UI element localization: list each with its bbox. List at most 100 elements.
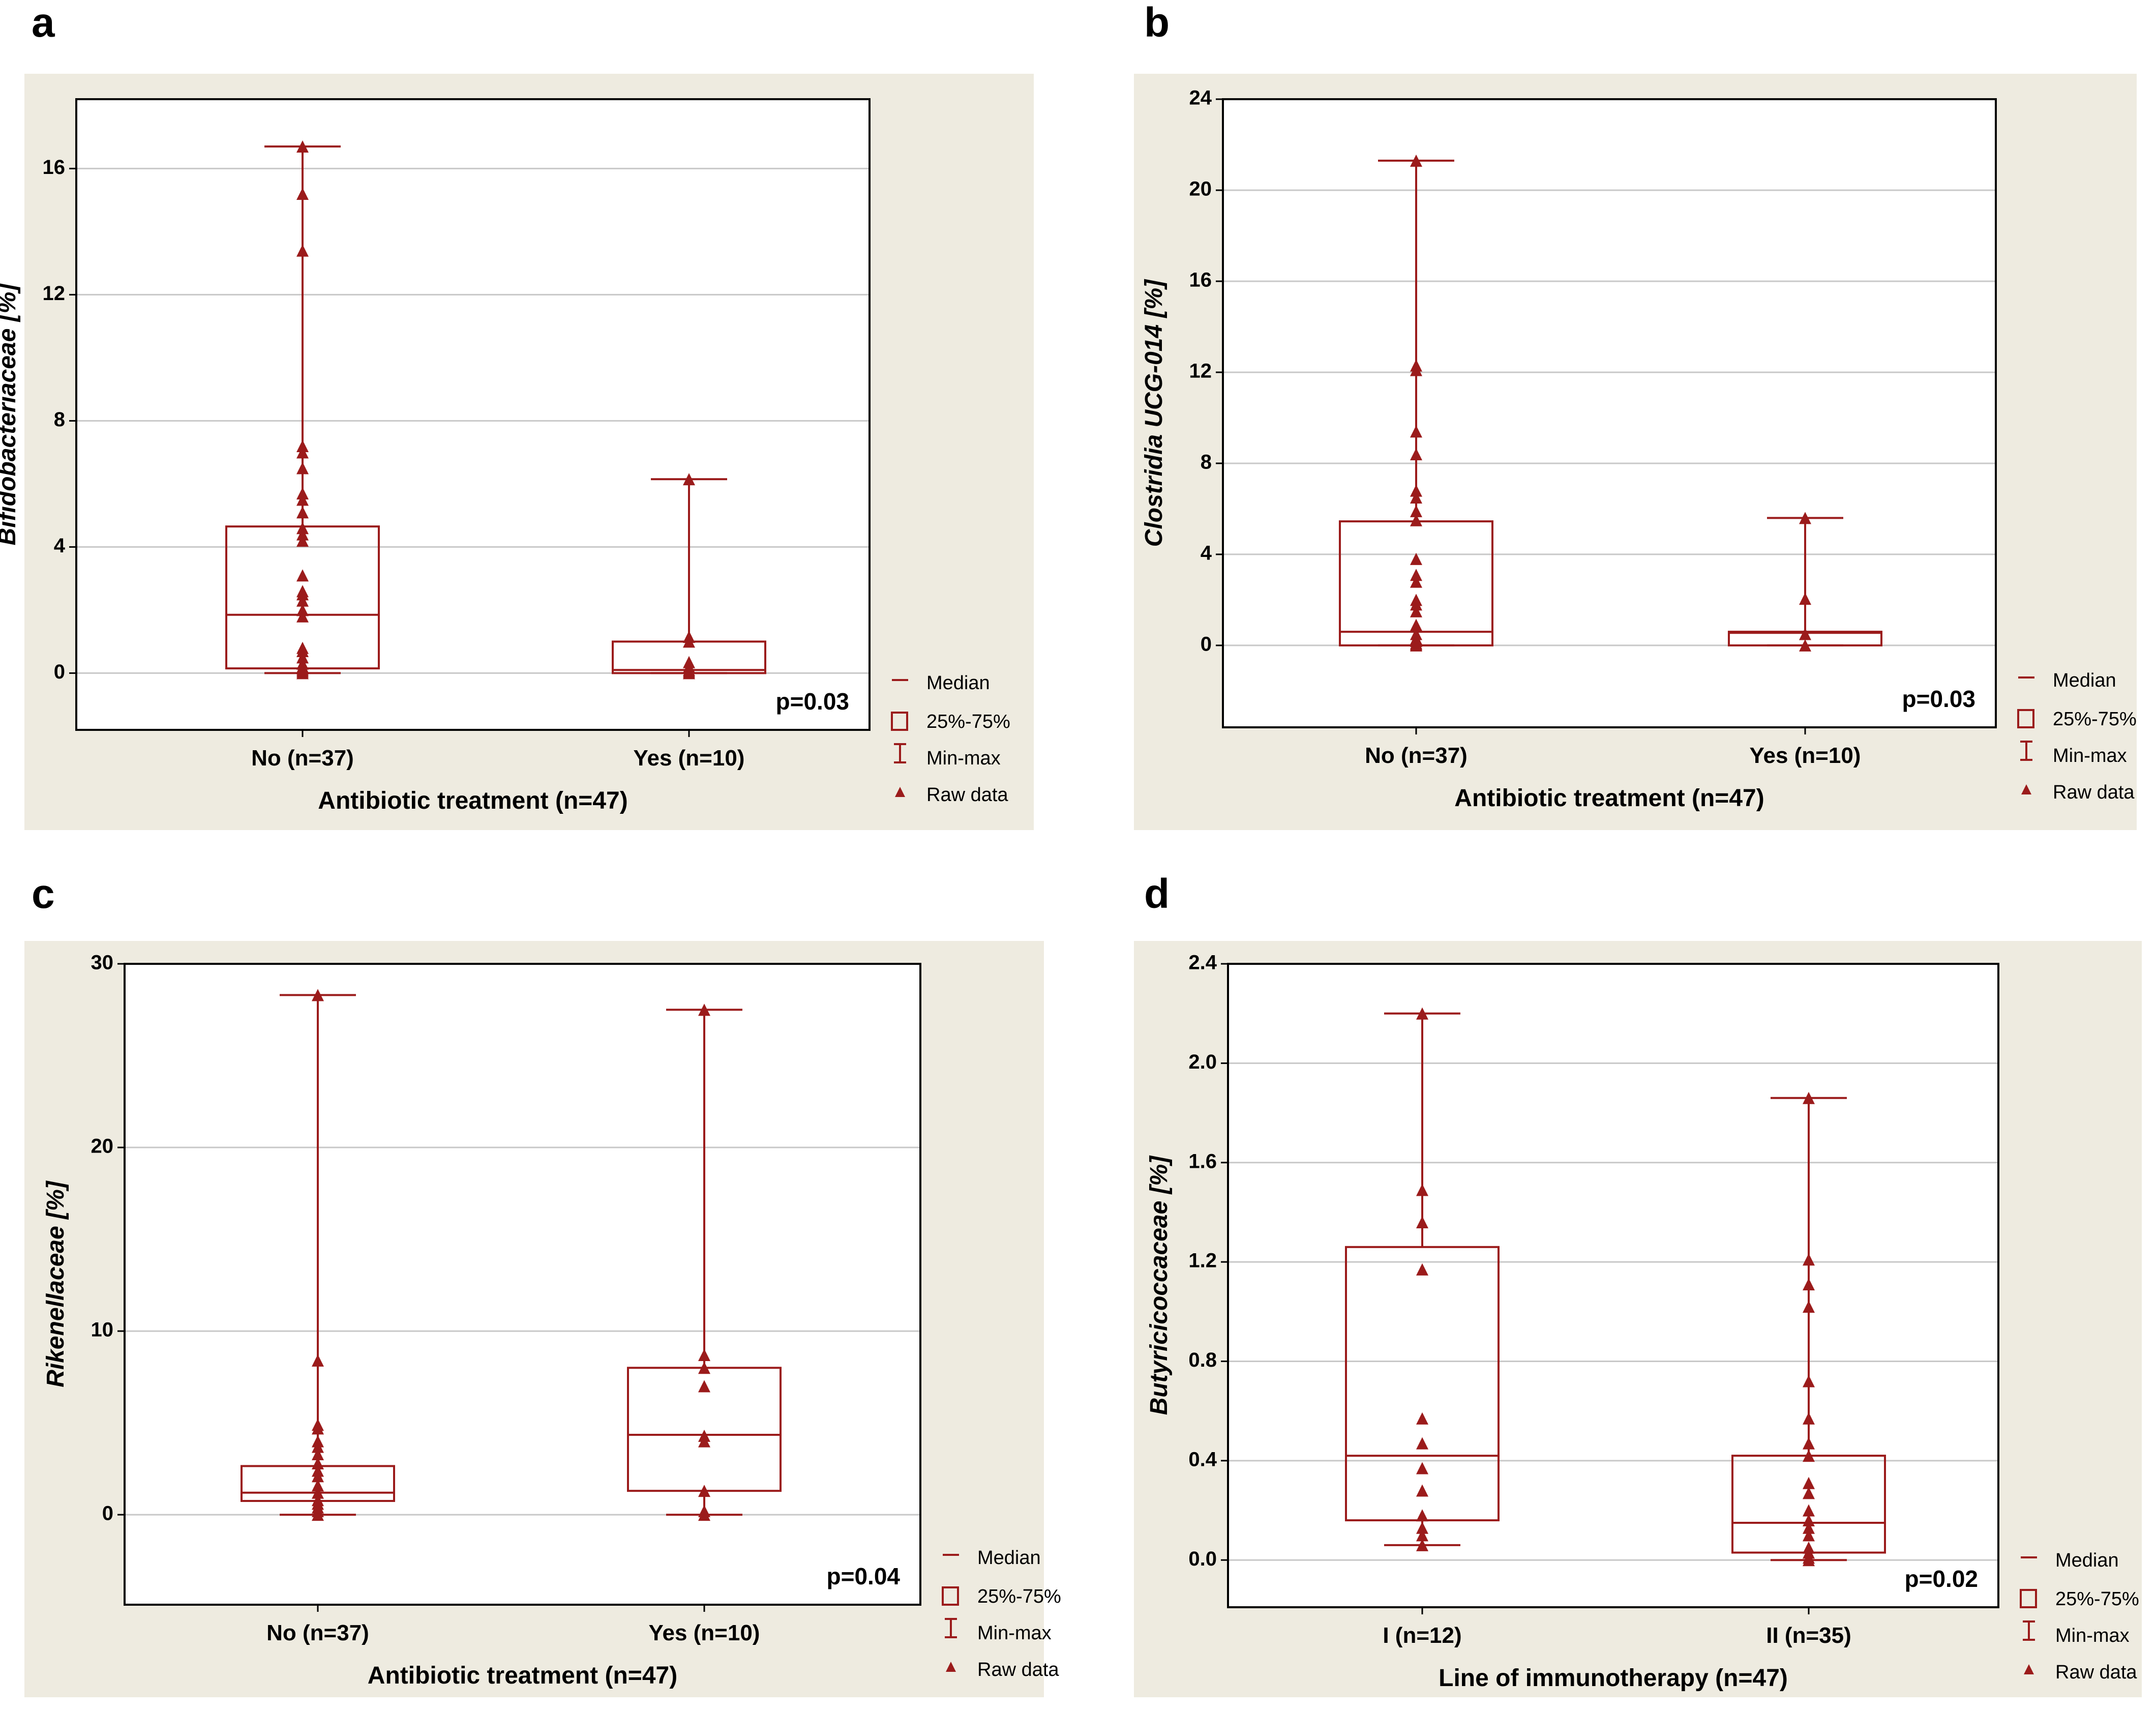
p-value: p=0.02 — [1905, 1566, 1979, 1592]
legend-raw-symbol — [2021, 784, 2031, 794]
raw-data-point — [296, 585, 309, 598]
y-tick-label: 0 — [54, 661, 65, 683]
raw-data-point — [296, 528, 309, 541]
raw-data-point — [296, 610, 309, 623]
panel-letter: c — [32, 871, 55, 917]
raw-data-point — [1410, 618, 1422, 631]
raw-data-point — [1416, 1412, 1428, 1425]
legend-iqr-label: 25%-75% — [2053, 709, 2137, 730]
x-tick-label: No (n=37) — [251, 746, 354, 771]
plot-frame — [1227, 963, 1999, 1608]
plot-area — [1223, 99, 1996, 727]
chart-panel-d: d 0.0 0.4 0.8 1.2 1.6 2.0 2.4 I (n=12) II (n=35) p… — [1134, 871, 2142, 1697]
raw-data-point — [312, 1354, 324, 1367]
x-axis-title: Antibiotic treatment (n=47) — [1454, 785, 1764, 812]
legend: Median 25%-75% Min-max Raw data — [2017, 670, 2137, 803]
raw-data-point — [1803, 1092, 1815, 1104]
legend: Median 25%-75% Min-max Raw data — [942, 1547, 1061, 1680]
legend-median-label: Median — [977, 1547, 1041, 1569]
box-group — [1345, 1007, 1500, 1551]
y-tick-label: 0.4 — [1188, 1448, 1217, 1470]
raw-data-point — [1799, 639, 1811, 652]
raw-data-point — [683, 473, 695, 486]
y-axis-title: Butyricicoccaceae [%] — [1146, 1155, 1173, 1415]
raw-data-point — [1410, 425, 1422, 438]
y-tick-label: 4 — [1201, 542, 1212, 564]
y-tick-label: 4 — [54, 535, 66, 557]
raw-data-point — [1416, 1437, 1428, 1450]
raw-data-point — [683, 656, 695, 668]
raw-data-point — [296, 506, 309, 519]
x-axis-title: Antibiotic treatment (n=47) — [318, 787, 627, 814]
raw-data-point — [1410, 448, 1422, 461]
y-tick-label: 16 — [43, 156, 66, 179]
raw-data-point — [296, 140, 309, 153]
raw-data-point — [296, 535, 309, 547]
raw-data-point — [1799, 512, 1811, 524]
raw-data-point — [312, 1494, 324, 1507]
y-tick-label: 10 — [91, 1319, 114, 1341]
plot-frame — [75, 98, 871, 731]
raw-data-point — [1803, 1521, 1815, 1534]
legend-raw-symbol — [2024, 1664, 2034, 1674]
y-tick-label: 24 — [1189, 87, 1212, 109]
raw-data-point — [1803, 1514, 1815, 1527]
raw-data-point — [1803, 1301, 1815, 1313]
raw-data-point — [1803, 1253, 1815, 1266]
raw-data-point — [1416, 1007, 1428, 1020]
x-tick-label: Yes (n=10) — [634, 746, 745, 771]
legend-iqr-label: 25%-75% — [2055, 1588, 2139, 1610]
y-tick-label: 12 — [43, 282, 66, 305]
raw-data-point — [296, 594, 309, 607]
raw-data-point — [296, 493, 309, 506]
raw-data-point — [698, 1504, 710, 1517]
raw-data-point — [1799, 593, 1811, 605]
y-tick-label: 20 — [1189, 178, 1212, 200]
box-group — [225, 140, 380, 680]
raw-data-point — [698, 1348, 710, 1361]
raw-data-point — [1416, 1521, 1428, 1534]
x-tick-label: II (n=35) — [1766, 1623, 1851, 1648]
raw-data-point — [312, 1457, 324, 1470]
plot-area — [1228, 964, 1998, 1607]
raw-data-point — [296, 641, 309, 654]
p-value: p=0.04 — [827, 1563, 901, 1589]
raw-data-point — [1410, 605, 1422, 617]
raw-data-point — [312, 1419, 324, 1431]
box-group — [627, 1004, 782, 1521]
y-tick-label: 30 — [91, 952, 114, 974]
raw-data-point — [296, 651, 309, 664]
p-value: p=0.03 — [1902, 686, 1976, 712]
raw-data-point — [1803, 1450, 1815, 1462]
legend-raw-label: Raw data — [2053, 782, 2135, 803]
raw-data-point — [698, 1362, 710, 1374]
y-tick-label: 1.2 — [1188, 1250, 1217, 1272]
y-tick-label: 0.8 — [1188, 1349, 1217, 1371]
raw-data-point — [1410, 514, 1422, 526]
p-value: p=0.03 — [776, 688, 850, 715]
y-tick-label: 0 — [102, 1502, 113, 1525]
x-tick-label: Yes (n=10) — [649, 1620, 760, 1645]
y-tick-label: 12 — [1189, 360, 1212, 382]
x-axis-title: Line of immunotherapy (n=47) — [1439, 1665, 1788, 1692]
raw-data-point — [1803, 1278, 1815, 1291]
raw-data-point — [296, 188, 309, 200]
legend-raw-label: Raw data — [926, 784, 1008, 806]
raw-data-point — [1410, 552, 1422, 565]
raw-data-point — [1803, 1529, 1815, 1542]
legend-median-label: Median — [926, 672, 990, 694]
y-tick-label: 8 — [54, 408, 65, 431]
raw-data-point — [312, 1479, 324, 1492]
raw-data-point — [1416, 1509, 1428, 1522]
raw-data-point — [698, 1004, 710, 1016]
legend-iqr-symbol — [2017, 709, 2034, 728]
raw-data-point — [296, 462, 309, 475]
y-axis-title: Bifidobacteriaceae [%] — [0, 283, 21, 546]
legend-raw-symbol — [946, 1662, 956, 1672]
raw-data-point — [1416, 1539, 1428, 1551]
raw-data-point — [1410, 569, 1422, 581]
legend-raw-label: Raw data — [2055, 1662, 2137, 1683]
legend-range-label: Min-max — [926, 748, 1001, 769]
legend-iqr-symbol — [942, 1586, 959, 1606]
